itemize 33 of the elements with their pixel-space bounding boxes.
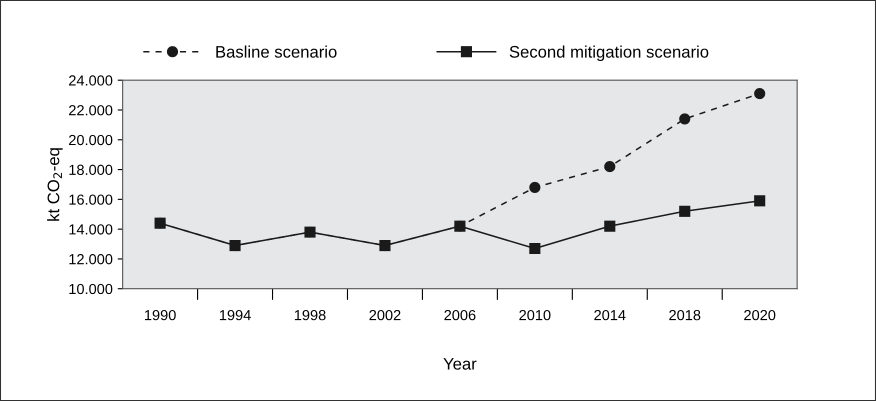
legend-label: Second mitigation scenario — [510, 45, 708, 62]
x-tick-label: 2010 — [519, 310, 550, 320]
x-tick-label: 2002 — [369, 310, 400, 320]
point — [529, 182, 540, 193]
x-axis-title: Year — [443, 358, 476, 370]
point — [604, 220, 616, 232]
x-tick-label: 2018 — [669, 310, 700, 320]
y-tick-label: 16.000 — [69, 194, 112, 205]
x-tick-label: 1994 — [220, 310, 251, 320]
point — [230, 240, 241, 252]
y-tick-label: 20.000 — [69, 134, 112, 146]
point — [379, 240, 391, 252]
y-tick-label: 12.000 — [69, 254, 112, 264]
point — [529, 242, 540, 254]
x-tick-label: 1998 — [294, 310, 326, 320]
point — [754, 88, 766, 100]
point — [754, 195, 766, 206]
point — [679, 206, 690, 217]
legend-label: Basline scenario — [216, 45, 337, 58]
y-tick-label: 24.000 — [69, 75, 112, 86]
x-tick-label: 2006 — [444, 310, 476, 320]
y-tick-label: 18.000 — [69, 164, 112, 175]
y-axis-title: kt CO$_{2}$-eq — [47, 148, 63, 221]
point — [454, 220, 466, 232]
point — [304, 226, 316, 238]
y-tick-label: 14.000 — [69, 224, 112, 235]
x-tick-label: 1990 — [145, 310, 176, 320]
y-tick-label: 10.000 — [69, 284, 112, 294]
point — [679, 113, 690, 124]
x-tick-label: 2014 — [594, 310, 626, 320]
point — [604, 161, 616, 172]
x-tick-label: 2020 — [744, 310, 776, 320]
y-tick-label: 22.000 — [69, 105, 112, 116]
